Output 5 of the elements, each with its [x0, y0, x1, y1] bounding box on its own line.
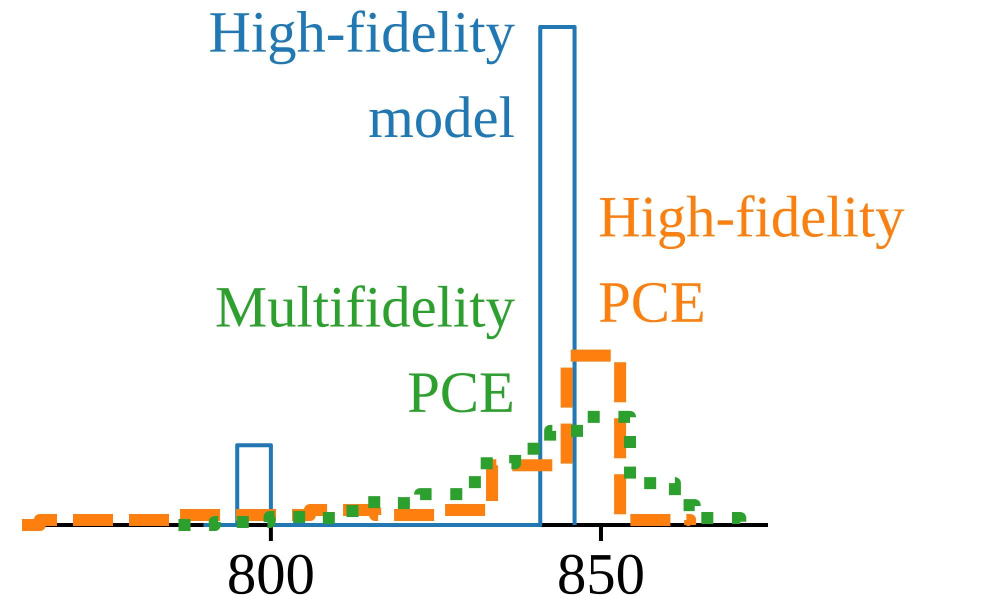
x-tick-label: 800 — [229, 554, 313, 594]
series-label: High-fidelity model — [210, 10, 515, 138]
x-tick-label: 850 — [559, 554, 643, 594]
series-label: Multifidelity PCE — [216, 285, 515, 412]
series-label: High-fidelity PCE — [600, 195, 904, 322]
